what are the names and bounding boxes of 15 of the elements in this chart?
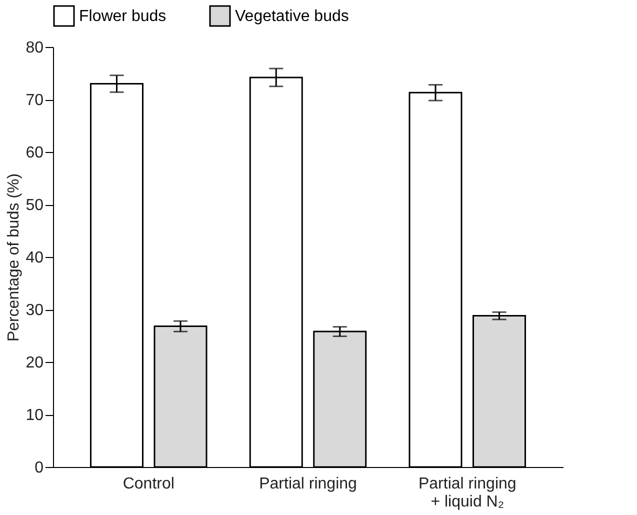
- y-tick-label: 70: [26, 92, 44, 109]
- y-tick-label: 20: [26, 354, 44, 372]
- legend-label: Vegetative buds: [235, 8, 349, 25]
- y-tick-label: 30: [26, 302, 44, 319]
- legend-label: Flower buds: [79, 8, 166, 25]
- y-axis-title: Percentage of buds (%): [6, 173, 23, 342]
- y-tick-label: 50: [26, 197, 44, 214]
- y-tick-label: 40: [26, 250, 44, 266]
- x-tick-label: Control: [122, 476, 174, 492]
- y-tick-label: 60: [26, 144, 44, 162]
- y-tick-label: 80: [26, 40, 44, 56]
- x-tick-label: Partial ringing + liquid N₂: [418, 476, 516, 510]
- y-tick-label: 10: [26, 407, 44, 424]
- y-tick-label: 0: [34, 460, 44, 476]
- x-tick-label: Partial ringing: [259, 476, 357, 492]
